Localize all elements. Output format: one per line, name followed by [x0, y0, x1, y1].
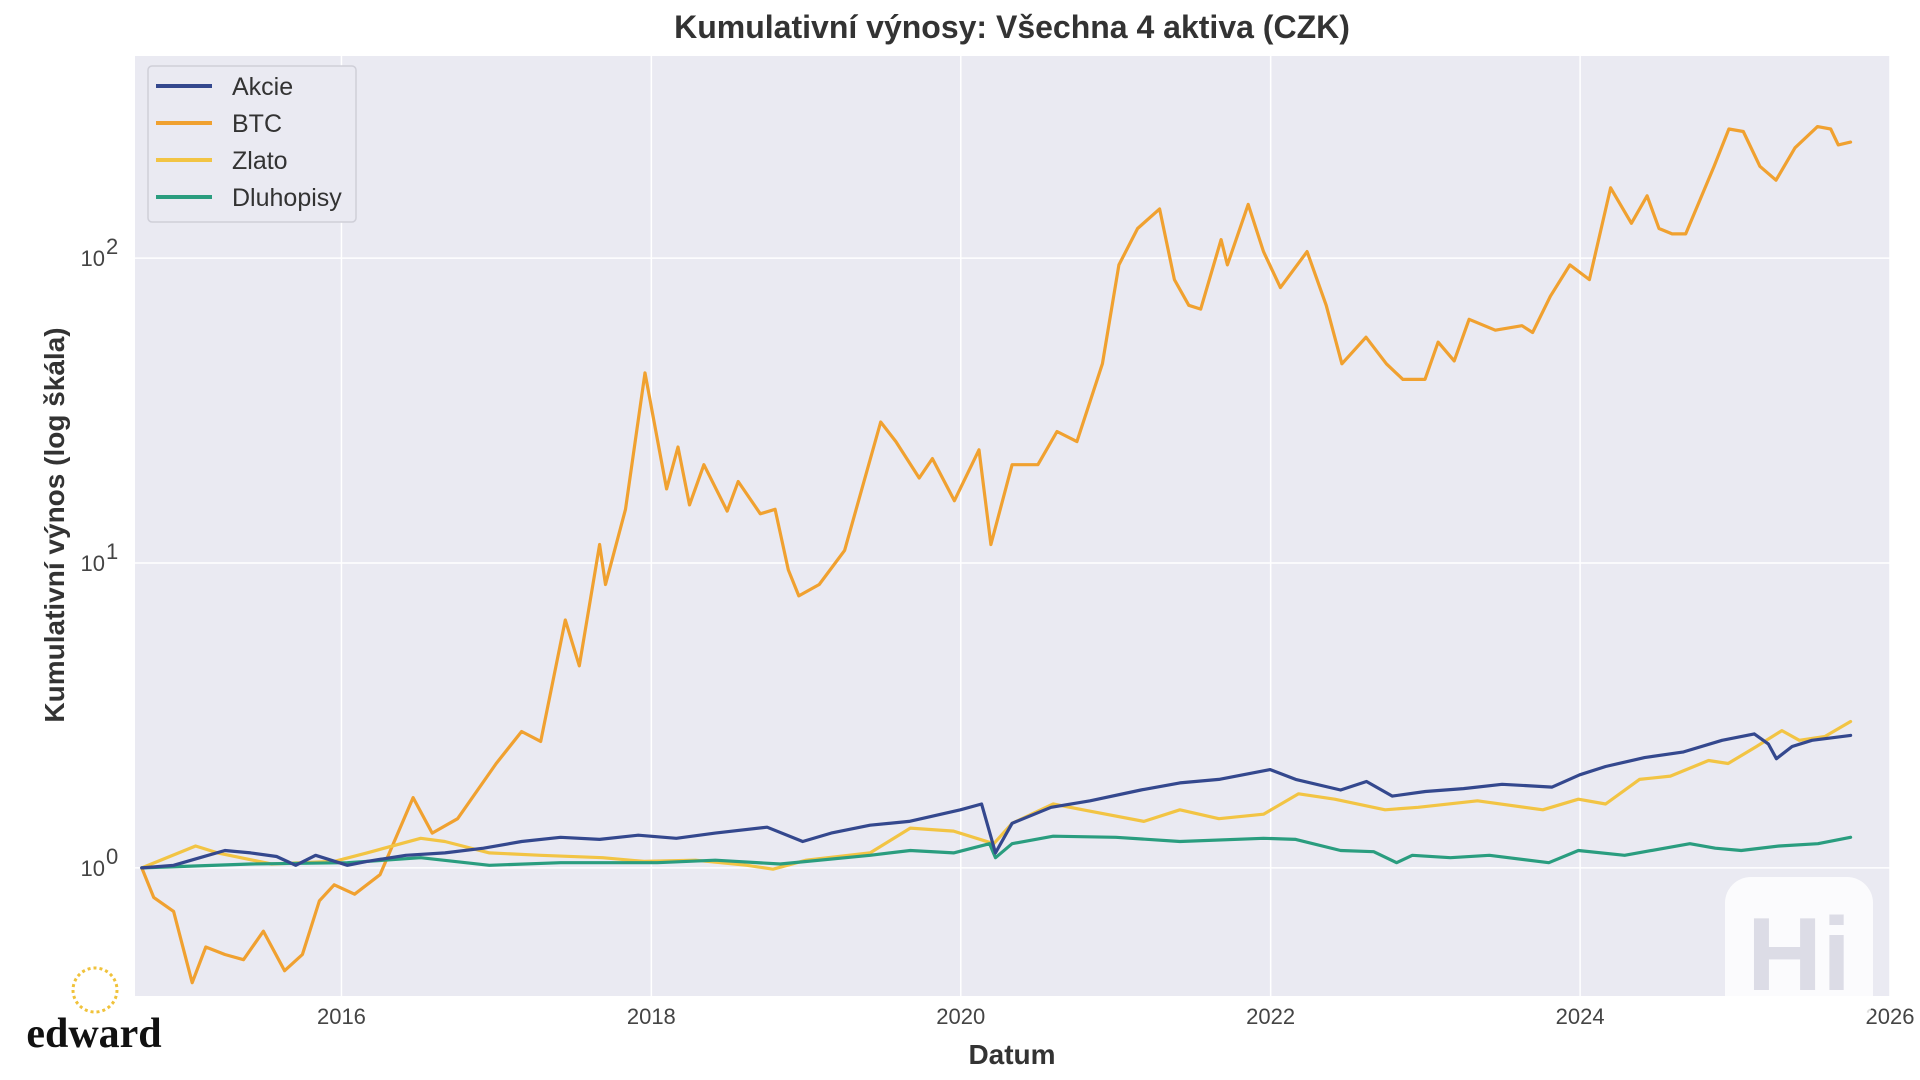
series-line-akcie	[140, 732, 1853, 870]
y-tick-label: 10 0	[81, 844, 119, 881]
x-tick-label: 2020	[936, 1004, 985, 1029]
legend-label: Zlato	[232, 147, 288, 175]
edward-logo: edward	[26, 966, 162, 1057]
legend-box	[147, 65, 357, 223]
y-axis-label: Kumulativní výnos (log škála)	[39, 327, 70, 722]
y-tick-label: 10 1	[81, 539, 119, 576]
x-tick-label: 2024	[1556, 1004, 1605, 1029]
y-tick-base: 10	[81, 856, 105, 881]
chart-title: Kumulativní výnosy: Všechna 4 aktiva (CZ…	[674, 9, 1350, 45]
y-tick-exponent: 1	[106, 539, 118, 564]
y-tick-exponent: 2	[106, 234, 118, 259]
legend-label: Dluhopisy	[232, 184, 342, 212]
logo-text: edward	[26, 1011, 161, 1057]
series-lines	[140, 125, 1853, 985]
series-line-zlato	[140, 719, 1853, 871]
watermark-text: Hi	[1747, 897, 1851, 1013]
x-tick-label: 2018	[627, 1004, 676, 1029]
hi-watermark: Hi	[1725, 877, 1873, 1025]
series-line-dluhopisy	[140, 834, 1853, 870]
y-tick-exponent: 0	[106, 844, 118, 869]
y-tick-label: 10 2	[81, 234, 119, 271]
legend: Akcie BTC Zlato Dluhopisy	[147, 65, 357, 223]
y-tick-base: 10	[81, 246, 105, 271]
x-tick-label: 2016	[317, 1004, 366, 1029]
y-tick-base: 10	[81, 551, 105, 576]
legend-label: BTC	[232, 110, 282, 138]
x-tick-label: 2026	[1866, 1004, 1915, 1029]
x-tick-label: 2022	[1246, 1004, 1295, 1029]
watermark-badge	[1725, 877, 1873, 1025]
legend-label: Akcie	[232, 73, 293, 101]
series-line-btc	[140, 125, 1853, 985]
logo-sun-icon	[71, 966, 119, 1014]
x-axis-label: Datum	[968, 1039, 1055, 1070]
